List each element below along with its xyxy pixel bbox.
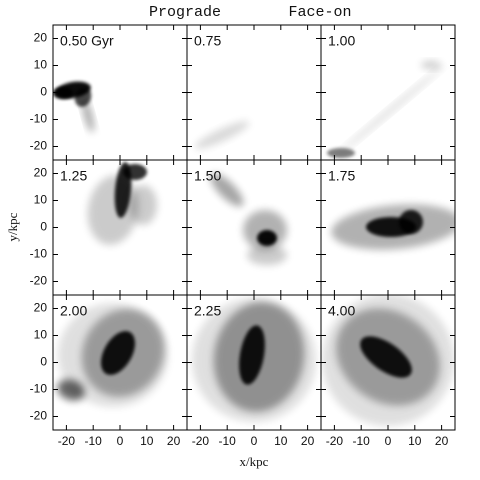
particle-density bbox=[81, 97, 95, 133]
y-tick-label: 20 bbox=[34, 31, 48, 45]
particle-density bbox=[123, 164, 147, 180]
density bbox=[194, 121, 250, 149]
title-right: Face-on bbox=[288, 4, 351, 21]
x-tick-label: 10 bbox=[140, 434, 154, 448]
y-tick-label: 20 bbox=[34, 166, 48, 180]
x-tick-label: -20 bbox=[192, 434, 210, 448]
y-tick-label: 0 bbox=[40, 85, 47, 99]
x-tick-label: 0 bbox=[117, 434, 124, 448]
panel: 1.75 bbox=[320, 159, 456, 296]
y-axis-label: y/kpc bbox=[5, 212, 20, 241]
x-tick-label: 20 bbox=[435, 434, 449, 448]
panel-label: 2.25 bbox=[194, 303, 221, 319]
y-tick-label: 10 bbox=[34, 58, 48, 72]
x-tick-label: 10 bbox=[408, 434, 422, 448]
particle-density bbox=[247, 245, 287, 265]
y-tick-label: -20 bbox=[30, 274, 48, 288]
panel-label: 1.50 bbox=[194, 168, 221, 184]
x-tick-label: -20 bbox=[326, 434, 344, 448]
y-tick-label: 20 bbox=[34, 301, 48, 315]
particle-density bbox=[210, 173, 244, 207]
x-tick-label: -10 bbox=[85, 434, 103, 448]
panel-label: 4.00 bbox=[328, 303, 355, 319]
title-left: Prograde bbox=[149, 4, 221, 21]
particle-density bbox=[87, 175, 139, 245]
x-tick-label: -10 bbox=[353, 434, 371, 448]
panel-label: 1.25 bbox=[60, 168, 87, 184]
panel: -20 -10 0 10 20 0.50 Gyr bbox=[30, 24, 188, 161]
panel: 0.75 bbox=[186, 24, 322, 161]
panel-label: 0.75 bbox=[194, 33, 221, 49]
density bbox=[87, 162, 157, 245]
x-tick-label: 20 bbox=[167, 434, 181, 448]
density bbox=[322, 295, 454, 426]
panel: -20 -10 0 10 20 -20 -10 0 10 20 2.00 bbox=[30, 294, 188, 448]
x-axis-label: x/kpc bbox=[240, 454, 269, 469]
panel: -20 -10 0 10 20 2.25 bbox=[186, 294, 322, 448]
particle-density bbox=[337, 64, 445, 156]
panel: -20 -10 0 10 20 4.00 bbox=[320, 294, 456, 448]
particle-density bbox=[194, 121, 250, 149]
particle-density bbox=[331, 204, 455, 250]
density bbox=[192, 298, 316, 422]
panel-label: 0.50 Gyr bbox=[60, 33, 114, 49]
y-tick-label: -10 bbox=[30, 247, 48, 261]
panel: 1.00 bbox=[320, 24, 456, 161]
density bbox=[331, 204, 455, 250]
panel: -20 -10 0 10 20 1.25 bbox=[30, 159, 188, 296]
y-tick-label: 10 bbox=[34, 193, 48, 207]
density bbox=[57, 303, 168, 407]
panel-label: 1.00 bbox=[328, 33, 355, 49]
particle-density bbox=[192, 298, 316, 422]
particle-density bbox=[129, 185, 157, 225]
y-tick-label: -10 bbox=[30, 112, 48, 126]
y-tick-label: -20 bbox=[30, 409, 48, 423]
x-tick-label: -10 bbox=[219, 434, 237, 448]
x-tick-label: -20 bbox=[58, 434, 76, 448]
particle-density bbox=[322, 295, 454, 426]
particle-density bbox=[58, 303, 168, 407]
density bbox=[210, 173, 287, 265]
particle-density bbox=[53, 87, 73, 99]
y-tick-label: -10 bbox=[30, 382, 48, 396]
density bbox=[327, 61, 445, 158]
x-tick-label: 0 bbox=[251, 434, 258, 448]
panel: 1.50 bbox=[186, 159, 322, 296]
y-tick-label: 10 bbox=[34, 328, 48, 342]
y-tick-label: 0 bbox=[40, 355, 47, 369]
x-tick-label: 0 bbox=[385, 434, 392, 448]
particle-density bbox=[243, 210, 287, 250]
panel-label: 2.00 bbox=[60, 303, 87, 319]
panel-label: 1.75 bbox=[328, 168, 355, 184]
y-tick-label: 0 bbox=[40, 220, 47, 234]
x-tick-label: 10 bbox=[274, 434, 288, 448]
particle-density bbox=[327, 148, 355, 158]
y-tick-label: -20 bbox=[30, 139, 48, 153]
x-tick-label: 20 bbox=[301, 434, 315, 448]
density bbox=[53, 81, 95, 133]
particle-density bbox=[421, 61, 441, 69]
